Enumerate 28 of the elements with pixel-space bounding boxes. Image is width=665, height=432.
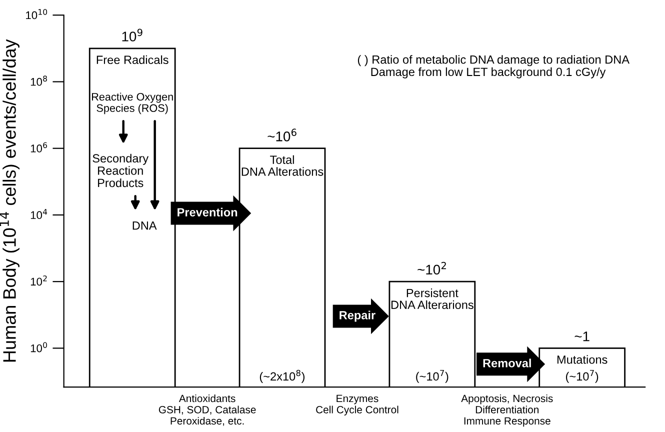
annotation: Repair [340, 310, 376, 322]
annotation: (~10$^{7}$) [416, 370, 448, 383]
annotation: Reactive Oxygen Species (ROS) [92, 92, 173, 114]
x-tick-label: Persistent DNA Alterarions [391, 288, 474, 310]
data-label: ~10$^{2}$ [418, 262, 446, 275]
text: Apoptosis, Necrosis Differentiation Immune Response [461, 394, 553, 427]
annotation: (~10$^{7}$) [566, 370, 598, 383]
data-label: 10$^{9}$ [122, 28, 142, 42]
y-tick-label: 10$^{4}$ [30, 208, 48, 220]
annotation: Prevention [178, 208, 238, 216]
y-tick-label: 10$^{2}$ [30, 275, 47, 286]
text: Enzymes Cell Cycle Control [316, 394, 398, 416]
y-tick-label: 10$^{0}$ [30, 342, 47, 352]
x-tick-label: Mutations [557, 355, 608, 364]
y-tick-label: 10$^{6}$ [30, 142, 48, 152]
x-tick-label: Free Radicals [96, 55, 168, 64]
y-tick-label: 10$^{8}$ [30, 76, 47, 86]
x-tick-label: Total DNA Alterations [242, 155, 324, 176]
annotation: (~2x10$^{8}$) [260, 370, 304, 383]
y-axis-title: Human Body (10$^{14}$ cells) events/cell/day [0, 39, 20, 362]
data-label: ~1 [574, 332, 590, 342]
annotation: DNA [132, 222, 157, 230]
annotation: Secondary Reaction Products [92, 154, 149, 188]
annotation: ( ) Ratio of metabolic DNA damage to radiation DNA Damage from low LET background 0.1 cGy/y [358, 55, 630, 78]
data-label: ~10$^{6}$ [268, 128, 296, 142]
text: Antioxidants GSH, SOD, Catalase Peroxidase, etc. [158, 394, 256, 426]
annotation: Removal [483, 358, 531, 368]
y-tick-label: 10$^{10}$ [26, 9, 48, 20]
